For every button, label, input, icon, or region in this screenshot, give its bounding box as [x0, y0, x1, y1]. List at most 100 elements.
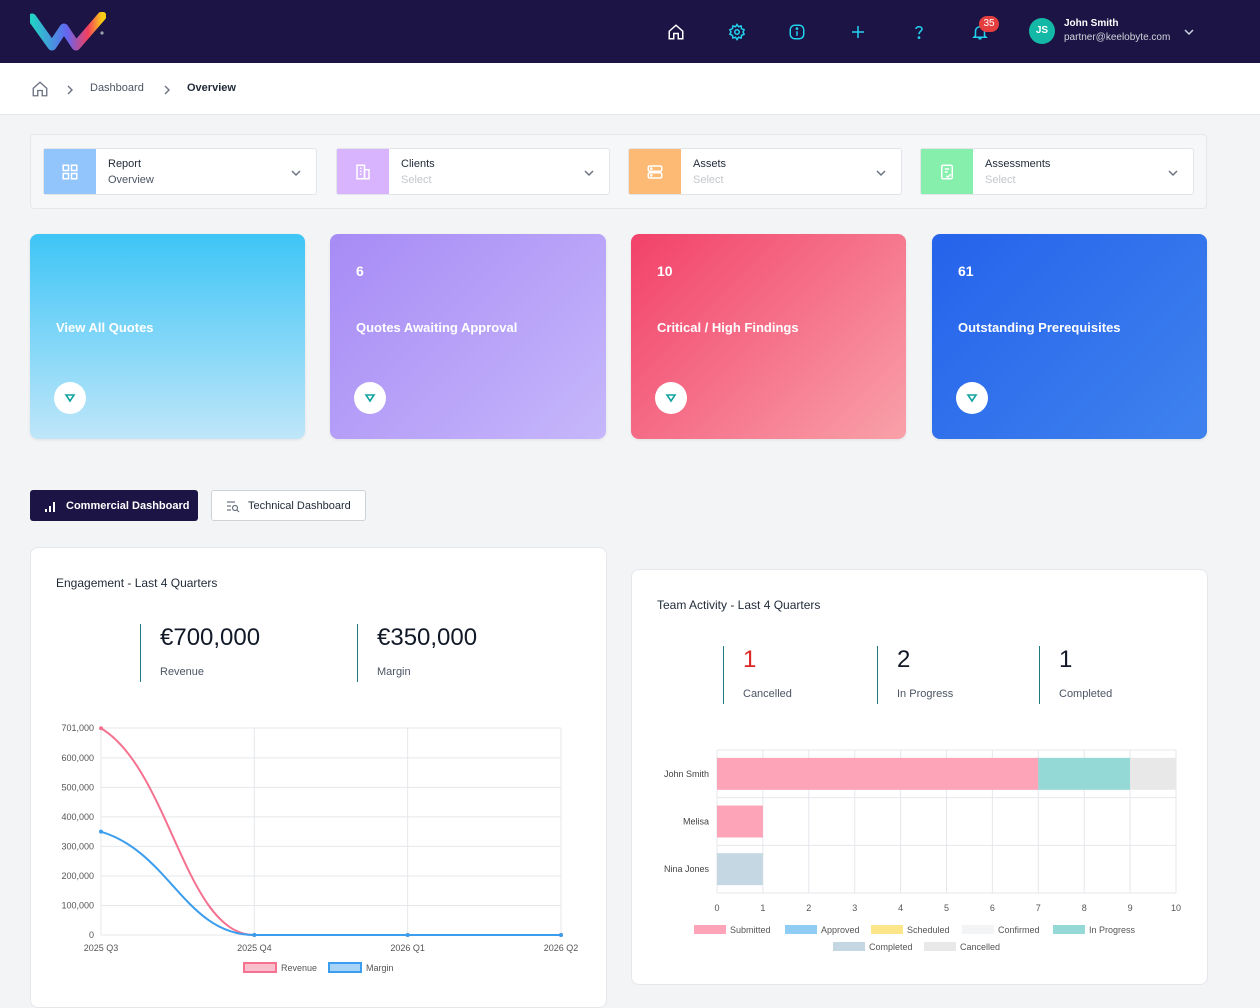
outstanding-prerequisites-card[interactable]: 61 Outstanding Prerequisites [932, 234, 1207, 439]
notification-count-badge: 35 [979, 16, 999, 32]
card-expand-button[interactable] [354, 382, 386, 414]
legend-swatch [833, 942, 865, 951]
data-point [252, 933, 257, 937]
home-icon[interactable] [31, 80, 49, 103]
filter-label: Clients [401, 158, 435, 170]
list-search-icon [227, 500, 240, 512]
card-label: Outstanding Prerequisites [958, 320, 1121, 335]
y-tick-label: 600,000 [61, 753, 94, 763]
chevron-down-icon[interactable] [583, 166, 595, 184]
tab-label: Commercial Dashboard [66, 499, 190, 512]
card-label: Critical / High Findings [657, 320, 799, 335]
y-tick-label: John Smith [664, 769, 709, 779]
kpi-label: Cancelled [743, 688, 792, 700]
card-count: 6 [356, 263, 364, 279]
server-icon [629, 149, 681, 194]
x-tick-label: 2026 Q2 [544, 943, 579, 953]
assessments-select[interactable]: Assessments Select [920, 148, 1194, 195]
card-label: Quotes Awaiting Approval [356, 320, 518, 335]
x-tick-label: 2025 Q3 [84, 943, 119, 953]
card-count: 61 [958, 263, 974, 279]
card-expand-button[interactable] [54, 382, 86, 414]
help-icon[interactable] [907, 20, 931, 44]
filter-placeholder: Select [985, 174, 1016, 186]
x-tick-label: 1 [760, 903, 765, 913]
data-point [559, 933, 563, 937]
legend-label: Margin [366, 963, 394, 973]
y-tick-label: 400,000 [61, 812, 94, 822]
filter-panel: Report Overview Clients Select Assets Se… [30, 134, 1207, 209]
x-tick-label: 2 [806, 903, 811, 913]
report-select[interactable]: Report Overview [43, 148, 317, 195]
kpi-value: €350,000 [377, 624, 478, 651]
filter-label: Assessments [985, 158, 1051, 170]
engagement-line-chart: 701,000 600,000 500,000 400,000 300,000 200,0… [61, 723, 579, 973]
y-tick-label: 200,000 [61, 871, 94, 881]
gear-icon[interactable] [725, 20, 749, 44]
x-tick-label: 6 [990, 903, 995, 913]
legend-label: Scheduled [907, 925, 950, 935]
chevron-down-icon[interactable] [875, 166, 887, 184]
user-name[interactable]: John Smith [1064, 18, 1119, 29]
filter-placeholder: Select [693, 174, 724, 186]
card-expand-button[interactable] [956, 382, 988, 414]
x-tick-label: 2026 Q1 [390, 943, 425, 953]
chevron-down-icon[interactable] [1183, 25, 1195, 43]
building-icon [337, 149, 389, 194]
legend-swatch [785, 925, 817, 934]
team-activity-bar-chart: 0 1 2 3 4 5 6 7 8 9 10 John Smith Melisa Nina Jones Su… [664, 749, 1181, 952]
data-point [99, 829, 103, 834]
app-logo[interactable] [30, 12, 106, 52]
cancelled-kpi: 1 Cancelled [723, 646, 792, 704]
in-progress-kpi: 2 In Progress [877, 646, 953, 704]
x-tick-label: 9 [1128, 903, 1133, 913]
y-tick-label: 300,000 [61, 841, 94, 851]
tab-label: Technical Dashboard [248, 499, 351, 512]
legend-label: Revenue [281, 963, 317, 973]
view-all-quotes-card[interactable]: View All Quotes [30, 234, 305, 439]
x-tick-label: 8 [1082, 903, 1087, 913]
engagement-panel: Engagement - Last 4 Quarters €700,000 Re… [30, 547, 607, 1008]
y-tick-label: 100,000 [61, 900, 94, 910]
x-tick-label: 3 [852, 903, 857, 913]
tab-technical-dashboard[interactable]: Technical Dashboard [211, 490, 366, 521]
y-tick-label: 500,000 [61, 782, 94, 792]
legend-label: Cancelled [960, 942, 1000, 952]
home-icon[interactable] [664, 20, 688, 44]
x-tick-label: 0 [714, 903, 719, 913]
series-line-margin [100, 830, 561, 936]
team-activity-title: Team Activity - Last 4 Quarters [657, 598, 821, 612]
tab-commercial-dashboard[interactable]: Commercial Dashboard [30, 490, 198, 521]
kpi-label: Margin [377, 666, 411, 678]
critical-high-findings-card[interactable]: 10 Critical / High Findings [631, 234, 906, 439]
breadcrumb-current: Overview [187, 82, 236, 94]
card-expand-button[interactable] [655, 382, 687, 414]
assets-select[interactable]: Assets Select [628, 148, 902, 195]
info-icon[interactable] [785, 20, 809, 44]
bar-submitted [717, 757, 1039, 790]
user-email: partner@keelobyte.com [1064, 32, 1171, 43]
chevron-down-icon[interactable] [1167, 166, 1179, 184]
y-tick-label: Melisa [683, 817, 709, 827]
avatar[interactable]: JS [1029, 18, 1055, 44]
legend-label: In Progress [1089, 925, 1136, 935]
x-tick-label: 4 [898, 903, 903, 913]
legend-label: Confirmed [998, 925, 1040, 935]
x-tick-label: 5 [944, 903, 949, 913]
chevron-down-icon[interactable] [290, 166, 302, 184]
grid-icon [44, 149, 96, 194]
legend-swatch [243, 962, 277, 973]
breadcrumb-dashboard-link[interactable]: Dashboard [90, 82, 144, 94]
quotes-awaiting-approval-card[interactable]: 6 Quotes Awaiting Approval [330, 234, 606, 439]
x-tick-label: 2025 Q4 [237, 943, 272, 953]
clipboard-check-icon [921, 149, 973, 194]
bar-cancelled [1130, 757, 1176, 790]
caret-down-icon [364, 394, 376, 403]
bar-submitted [717, 805, 763, 838]
caret-down-icon [665, 394, 677, 403]
chevron-right-icon [161, 83, 173, 101]
completed-kpi: 1 Completed [1039, 646, 1112, 704]
clients-select[interactable]: Clients Select [336, 148, 610, 195]
bar-completed [717, 853, 763, 886]
plus-icon[interactable] [846, 20, 870, 44]
